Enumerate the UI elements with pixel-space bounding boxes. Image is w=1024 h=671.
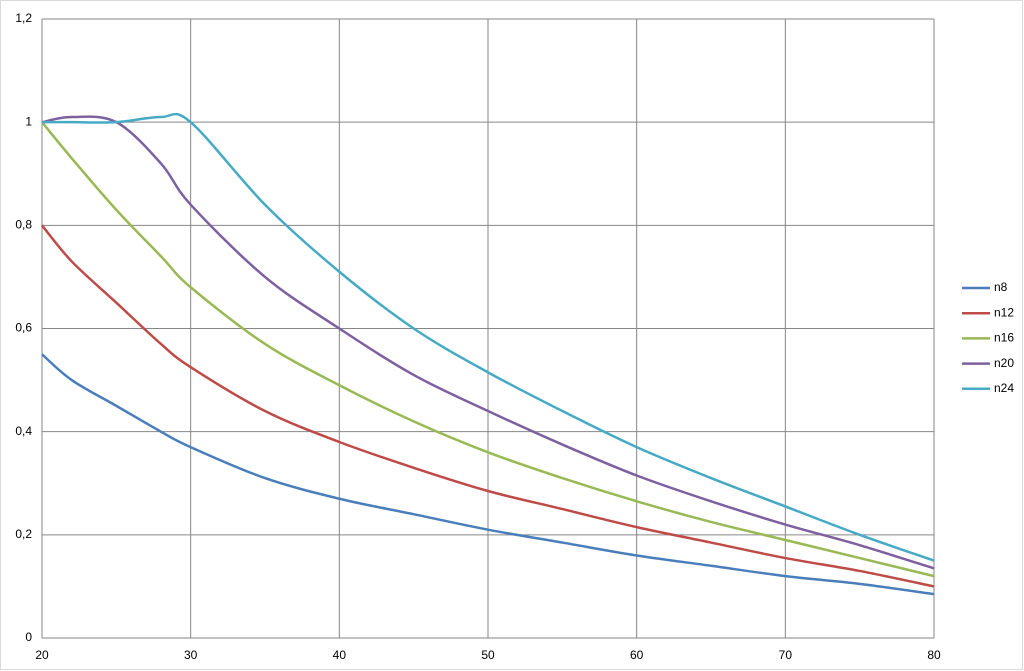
legend-label: n24 [994,381,1014,395]
x-tick-label: 60 [630,648,644,662]
legend-label: n12 [994,305,1014,319]
y-tick-label: 0 [25,630,32,644]
x-tick-label: 30 [184,648,198,662]
y-tick-label: 1,2 [15,11,32,25]
y-tick-label: 0,2 [15,527,32,541]
legend-label: n8 [994,280,1008,294]
series-line [41,353,935,596]
legend-label: n20 [994,356,1014,370]
y-tick-label: 0,4 [15,424,32,438]
y-tick-label: 0,8 [15,218,32,232]
x-tick-label: 40 [333,648,347,662]
series-line [41,121,935,578]
series-line [41,115,935,570]
y-tick-label: 0,6 [15,321,32,335]
x-tick-label: 50 [481,648,495,662]
y-tick-label: 1 [25,114,32,128]
x-tick-label: 20 [35,648,49,662]
series-line [41,224,935,588]
x-tick-label: 80 [927,648,941,662]
x-tick-label: 70 [779,648,793,662]
series-line [41,112,935,562]
legend-label: n16 [994,331,1014,345]
